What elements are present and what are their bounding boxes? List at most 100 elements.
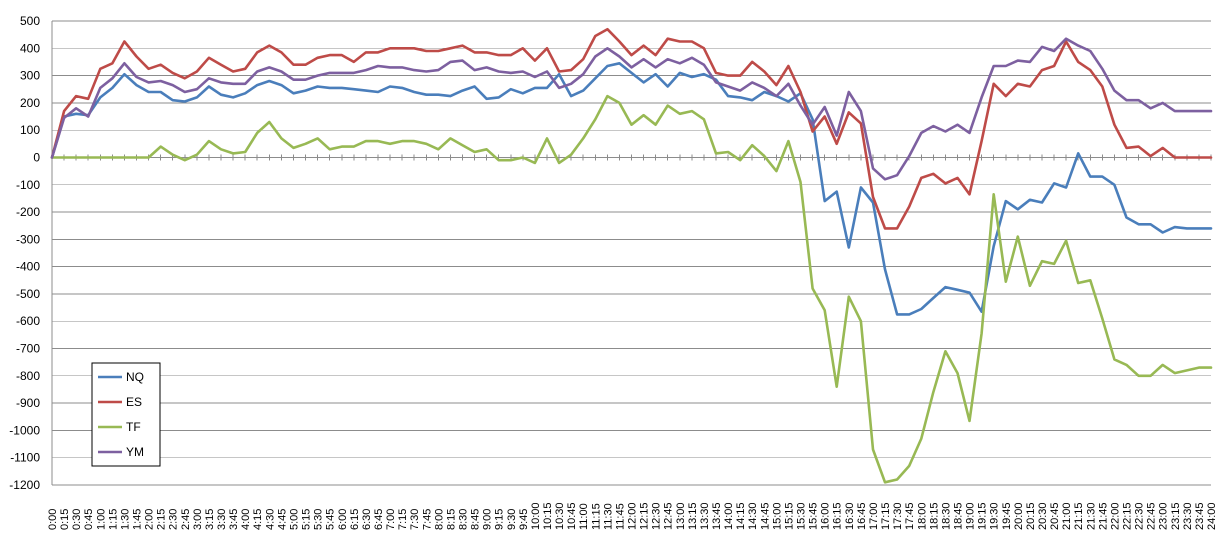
x-tick-label: 2:30	[168, 509, 180, 530]
x-tick-label: 0:45	[83, 509, 95, 530]
y-tick-label: -900	[16, 396, 40, 410]
x-tick-label: 2:15	[156, 509, 168, 530]
series-line-nq	[50, 61, 1213, 316]
x-tick-label: 20:15	[1025, 502, 1037, 530]
x-tick-label: 3:00	[192, 509, 204, 530]
x-tick-label: 20:00	[1013, 502, 1025, 530]
x-tick-label: 7:00	[385, 509, 397, 530]
x-axis-labels: 0:00 0:15 0:30 0:45 1:00 1:15 1:30 1:45 2:00 2:15…	[47, 502, 1218, 530]
legend-label-tf: TF	[126, 420, 141, 434]
series-line-es	[50, 27, 1213, 230]
x-tick-label: 4:00	[240, 509, 252, 530]
x-tick-label: 8:45	[470, 509, 482, 530]
y-tick-label: -300	[16, 232, 40, 246]
x-tick-label: 15:30	[796, 502, 808, 530]
x-tick-label: 18:00	[916, 502, 928, 530]
y-tick-label: -400	[16, 260, 40, 274]
y-tick-label: 400	[20, 41, 40, 55]
x-tick-label: 11:15	[590, 503, 602, 530]
x-tick-label: 21:45	[1097, 502, 1109, 530]
y-tick-label: -800	[16, 369, 40, 383]
x-tick-label: 23:15	[1170, 502, 1182, 530]
x-tick-label: 16:45	[856, 502, 868, 530]
x-tick-label: 15:45	[808, 502, 820, 530]
x-tick-label: 9:15	[494, 509, 506, 530]
x-tick-label: 13:30	[699, 502, 711, 530]
x-tick-label: 0:30	[71, 509, 83, 530]
x-tick-label: 22:15	[1121, 502, 1133, 530]
x-tick-label: 16:00	[820, 502, 832, 530]
x-tick-label: 10:45	[566, 502, 578, 530]
x-tick-label: 19:30	[989, 502, 1001, 530]
legend-label-es: ES	[126, 395, 142, 409]
legend-label-ym: YM	[126, 445, 144, 459]
x-tick-label: 19:45	[1001, 502, 1013, 530]
x-tick-label: 16:30	[844, 502, 856, 530]
x-tick-label: 3:30	[216, 509, 228, 530]
x-tick-label: 10:30	[554, 502, 566, 530]
x-tick-label: 16:15	[832, 502, 844, 530]
x-tick-label: 11:30	[602, 503, 614, 530]
x-tick-label: 23:45	[1194, 502, 1206, 530]
x-tick-label: 5:30	[313, 509, 325, 530]
y-tick-label: -200	[16, 205, 40, 219]
legend-box	[91, 362, 161, 467]
x-tick-label: 3:15	[204, 509, 216, 530]
x-tick-label: 11:00	[578, 503, 590, 530]
x-tick-label: 5:15	[301, 509, 313, 530]
x-tick-label: 7:15	[397, 509, 409, 530]
x-tick-label: 15:15	[783, 502, 795, 530]
x-tick-label: 6:15	[349, 509, 361, 530]
y-tick-label: -1000	[9, 423, 40, 437]
x-tick-label: 18:45	[952, 502, 964, 530]
x-tick-label: 7:45	[421, 509, 433, 530]
gridlines	[52, 20, 1211, 486]
x-tick-label: 1:00	[95, 509, 107, 530]
y-tick-label: -600	[16, 314, 40, 328]
x-tick-label: 22:45	[1146, 502, 1158, 530]
x-tick-label: 14:00	[723, 502, 735, 530]
x-tick-label: 7:30	[409, 509, 421, 530]
x-tick-label: 14:30	[747, 502, 759, 530]
series-line-tf	[50, 94, 1213, 484]
x-tick-label: 18:30	[940, 502, 952, 530]
y-tick-label: 0	[33, 150, 40, 164]
y-tick-label: -1100	[10, 451, 40, 465]
x-tick-label: 21:00	[1061, 502, 1073, 530]
x-tick-label: 14:45	[759, 502, 771, 530]
x-tick-label: 5:00	[288, 509, 300, 530]
x-tick-label: 14:15	[735, 502, 747, 530]
x-tick-label: 17:30	[892, 502, 904, 530]
y-tick-label: 200	[20, 96, 40, 110]
x-tick-label: 9:30	[506, 509, 518, 530]
x-tick-label: 23:30	[1182, 502, 1194, 530]
x-tick-label: 6:30	[361, 509, 373, 530]
x-tick-label: 22:00	[1109, 502, 1121, 530]
legend: NQ ES TF YM	[91, 362, 161, 467]
x-tick-label: 1:45	[132, 509, 144, 530]
y-tick-label: -1200	[9, 478, 40, 492]
x-tick-label: 12:45	[663, 502, 675, 530]
y-tick-label: -500	[16, 287, 40, 301]
y-tick-label: 100	[20, 123, 40, 137]
x-tick-label: 9:45	[518, 509, 530, 530]
y-axis-labels: 500 400 300 200 100 0 -100 -200 -300 -400 -500 -600…	[9, 14, 40, 492]
x-tick-label: 19:00	[965, 502, 977, 530]
y-tick-label: -100	[16, 178, 40, 192]
x-tick-label: 22:30	[1134, 502, 1146, 530]
x-tick-label: 6:00	[337, 509, 349, 530]
x-tick-label: 21:30	[1085, 502, 1097, 530]
x-tick-label: 6:45	[373, 509, 385, 530]
x-tick-label: 9:00	[482, 509, 494, 530]
series-line-ym	[50, 37, 1213, 181]
x-tick-label: 20:30	[1037, 502, 1049, 530]
x-tick-label: 8:30	[457, 509, 469, 530]
x-tick-label: 2:45	[180, 509, 192, 530]
x-tick-label: 13:45	[711, 502, 723, 530]
x-tick-label: 23:00	[1158, 502, 1170, 530]
x-tick-label: 21:15	[1073, 502, 1085, 530]
x-tick-label: 5:45	[325, 509, 337, 530]
x-tick-label: 8:15	[445, 509, 457, 530]
